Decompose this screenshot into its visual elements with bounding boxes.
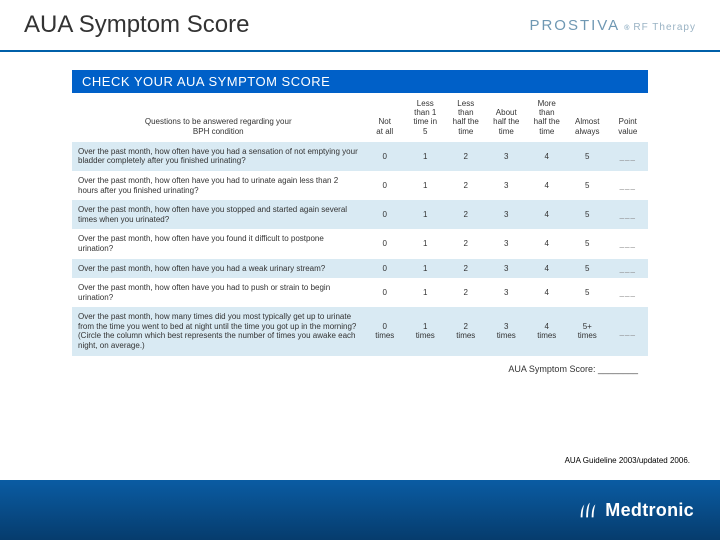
col-point: Pointvalue [608,93,649,142]
question-cell: Over the past month, how often have you … [72,278,365,307]
table-row: Over the past month, how many times did … [72,307,648,355]
score-cell: 0 [365,142,406,171]
score-cell: 1 [405,200,446,229]
score-cell: 2 [446,278,487,307]
score-cell: 5 [567,142,608,171]
page-title: AUA Symptom Score [24,11,249,39]
score-cell: 2times [446,307,487,355]
col-4: Morethanhalf thetime [527,93,568,142]
question-cell: Over the past month, how often have you … [72,142,365,171]
point-value-cell: ___ [608,200,649,229]
point-value-cell: ___ [608,229,649,258]
point-value-cell: ___ [608,142,649,171]
question-cell: Over the past month, how many times did … [72,307,365,355]
score-cell: 5 [567,278,608,307]
table-header-row: Questions to be answered regarding yourB… [72,93,648,142]
score-cell: 3 [486,171,527,200]
col-0: Notat all [365,93,406,142]
score-cell: 0 [365,200,406,229]
table-row: Over the past month, how often have you … [72,171,648,200]
table-row: Over the past month, how often have you … [72,229,648,258]
question-cell: Over the past month, how often have you … [72,259,365,279]
score-cell: 2 [446,200,487,229]
table-row: Over the past month, how often have you … [72,142,648,171]
score-cell: 0times [365,307,406,355]
score-cell: 5 [567,171,608,200]
score-cell: 0 [365,278,406,307]
score-cell: 3 [486,229,527,258]
col-2: Lessthanhalf thetime [446,93,487,142]
score-cell: 1 [405,259,446,279]
medtronic-icon [577,499,599,521]
table-row: Over the past month, how often have you … [72,200,648,229]
question-cell: Over the past month, how often have you … [72,171,365,200]
score-cell: 3 [486,142,527,171]
product-name: PROSTIVA [529,17,620,34]
score-cell: 5 [567,229,608,258]
col-question: Questions to be answered regarding yourB… [72,93,365,142]
score-cell: 4 [527,171,568,200]
company-logo: Medtronic [577,499,694,521]
table-row: Over the past month, how often have you … [72,278,648,307]
score-cell: 4 [527,200,568,229]
col-1: Lessthan 1time in5 [405,93,446,142]
score-cell: 0 [365,171,406,200]
company-name: Medtronic [605,500,694,521]
score-cell: 1 [405,142,446,171]
score-cell: 2 [446,171,487,200]
score-cell: 3 [486,278,527,307]
score-cell: 5+times [567,307,608,355]
slide-header: AUA Symptom Score PROSTIVA ® RF Therapy [0,0,720,52]
point-value-cell: ___ [608,171,649,200]
table-row: Over the past month, how often have you … [72,259,648,279]
product-badge: PROSTIVA ® RF Therapy [529,17,696,34]
product-subtitle: RF Therapy [633,22,696,33]
question-cell: Over the past month, how often have you … [72,200,365,229]
point-value-cell: ___ [608,307,649,355]
registered-mark: ® [624,25,629,32]
symptom-score-table: Questions to be answered regarding yourB… [72,93,648,356]
score-cell: 0 [365,229,406,258]
score-cell: 5 [567,200,608,229]
score-total-label: AUA Symptom Score: ________ [72,364,648,374]
col-5: Almostalways [567,93,608,142]
col-3: Abouthalf thetime [486,93,527,142]
question-cell: Over the past month, how often have you … [72,229,365,258]
point-value-cell: ___ [608,278,649,307]
point-value-cell: ___ [608,259,649,279]
score-cell: 1 [405,278,446,307]
slide-footer: Medtronic [0,480,720,540]
score-cell: 3 [486,200,527,229]
score-cell: 5 [567,259,608,279]
score-cell: 4 [527,259,568,279]
score-cell: 4 [527,142,568,171]
score-cell: 4times [527,307,568,355]
citation: AUA Guideline 2003/updated 2006. [565,456,690,465]
score-cell: 1 [405,229,446,258]
score-cell: 2 [446,229,487,258]
score-cell: 0 [365,259,406,279]
table-banner: CHECK YOUR AUA SYMPTOM SCORE [72,70,648,93]
score-cell: 3 [486,259,527,279]
score-cell: 1times [405,307,446,355]
score-cell: 1 [405,171,446,200]
score-cell: 2 [446,259,487,279]
content-area: CHECK YOUR AUA SYMPTOM SCORE Questions t… [0,52,720,374]
score-cell: 4 [527,278,568,307]
score-cell: 2 [446,142,487,171]
score-cell: 4 [527,229,568,258]
score-cell: 3times [486,307,527,355]
